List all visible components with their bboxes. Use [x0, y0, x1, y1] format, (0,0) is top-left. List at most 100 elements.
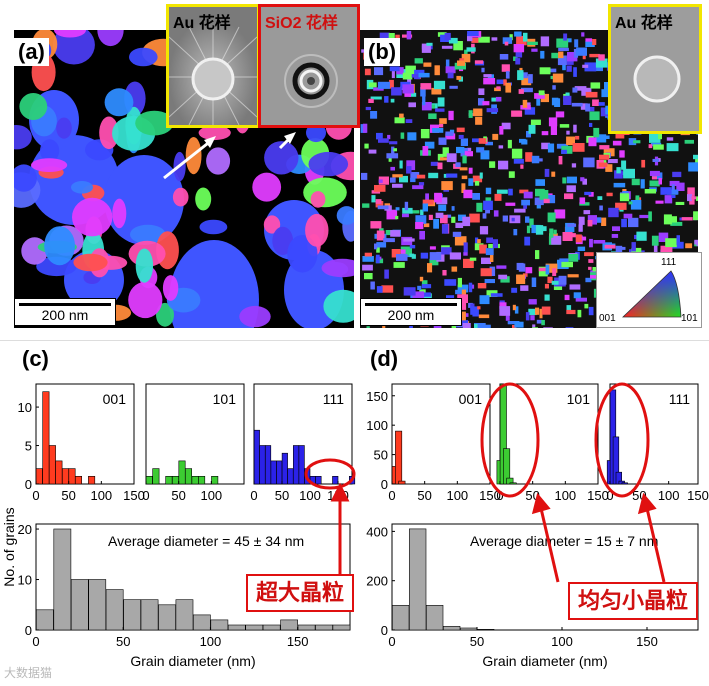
grain: [455, 162, 461, 167]
ipf-label-111: 111: [661, 257, 677, 268]
grain: [451, 216, 456, 223]
grain: [523, 205, 527, 209]
grain: [478, 36, 490, 43]
grain: [478, 314, 490, 319]
bar: [459, 627, 478, 631]
grain: [547, 212, 556, 223]
grain: [564, 193, 574, 200]
y-tick-label: 0: [25, 623, 32, 638]
grain: [362, 123, 368, 133]
grain: [553, 283, 563, 290]
grain: [694, 239, 698, 245]
grain: [389, 141, 398, 145]
grain: [433, 325, 440, 328]
grain: [406, 160, 416, 171]
grain: [564, 294, 570, 301]
grain: [432, 128, 444, 133]
grain: [474, 323, 486, 328]
grain: [616, 167, 621, 174]
grain: [400, 132, 405, 139]
grain: [606, 192, 613, 197]
x-tick-label: 0: [250, 488, 257, 503]
grain: [666, 137, 674, 141]
grain: [460, 138, 468, 146]
grain: [493, 210, 499, 217]
grain: [366, 326, 370, 328]
grain: [541, 306, 551, 315]
grain: [539, 190, 549, 200]
grain: [474, 181, 480, 186]
grain: [532, 324, 536, 328]
grain: [574, 39, 579, 48]
grain: [365, 106, 371, 111]
x-tick-label: 100: [554, 488, 576, 503]
grain: [536, 202, 541, 209]
highlight-ellipse-111: [594, 382, 650, 498]
grain: [599, 145, 610, 150]
grain: [379, 32, 390, 42]
grain: [628, 217, 639, 228]
grain: [531, 155, 540, 164]
x-tick-label: 0: [32, 634, 39, 649]
grain: [514, 31, 522, 37]
bar: [287, 468, 294, 485]
grain: [386, 209, 398, 220]
grain: [458, 214, 466, 221]
grain: [648, 144, 653, 149]
grain: [396, 67, 404, 75]
grain: [552, 268, 557, 276]
grain: [456, 146, 465, 154]
plot-frame: [391, 383, 491, 485]
grain: [441, 45, 453, 49]
grain: [492, 239, 498, 248]
grain: [658, 178, 662, 185]
bar: [185, 468, 193, 485]
grain: [614, 170, 623, 179]
grain: [443, 173, 448, 178]
grain: [528, 124, 536, 134]
grain: [544, 283, 549, 289]
grain: [593, 288, 598, 298]
grain: [362, 256, 374, 262]
grain: [376, 242, 387, 248]
grain: [573, 48, 579, 58]
grain: [500, 276, 510, 283]
grain: [543, 198, 550, 204]
grain: [112, 198, 127, 229]
grain: [501, 64, 510, 72]
grain: [583, 157, 595, 168]
grain: [505, 82, 512, 93]
grain: [483, 200, 493, 210]
grain: [623, 168, 635, 179]
grain: [395, 207, 400, 211]
grain: [128, 281, 163, 319]
grain: [464, 49, 468, 56]
grain: [199, 219, 228, 235]
grain: [520, 164, 524, 169]
grain: [156, 302, 174, 327]
grain: [440, 157, 448, 161]
grain: [649, 133, 661, 143]
grain: [540, 50, 545, 59]
grain: [406, 166, 412, 174]
grain: [576, 47, 587, 56]
grain: [403, 287, 416, 296]
grain: [635, 195, 640, 203]
grain: [511, 148, 523, 159]
grain: [390, 166, 395, 171]
grain: [420, 252, 429, 259]
grain: [551, 280, 559, 285]
grain: [388, 33, 395, 38]
grain: [389, 66, 400, 72]
x-tick-label: 50: [275, 488, 289, 503]
grain: [495, 96, 502, 102]
grain: [512, 304, 516, 311]
series-label: 111: [323, 391, 344, 407]
x-tick-label: 150: [123, 488, 145, 503]
grain: [580, 236, 587, 241]
bar: [281, 452, 288, 485]
grain: [386, 153, 399, 159]
grain: [489, 161, 496, 168]
